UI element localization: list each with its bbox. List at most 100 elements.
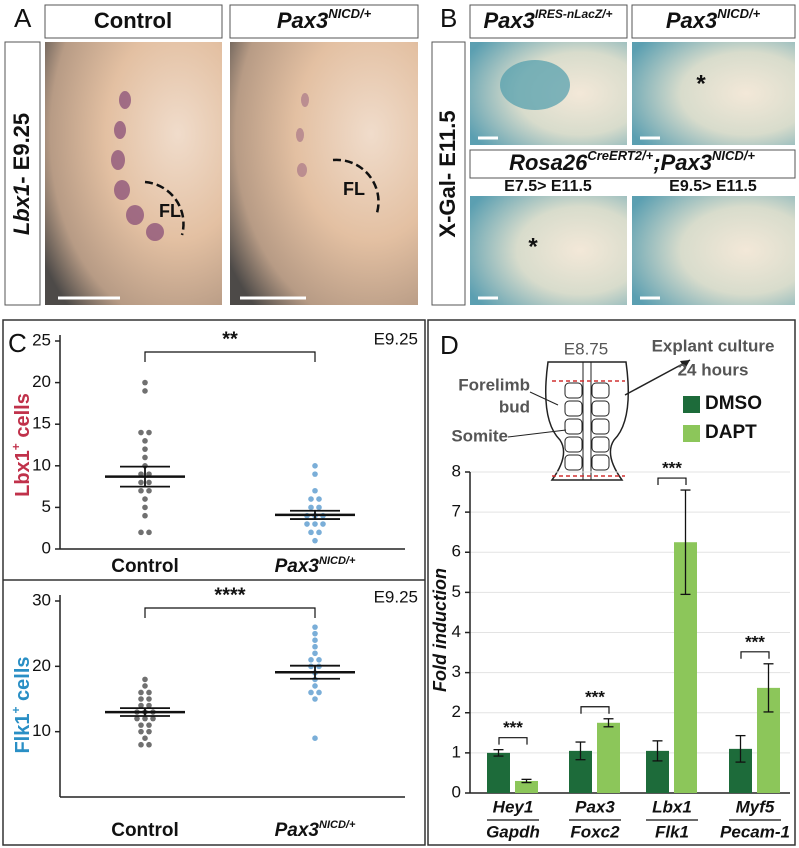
pointer bbox=[507, 429, 567, 438]
data-point bbox=[312, 537, 318, 544]
data-point bbox=[150, 715, 156, 722]
data-point bbox=[308, 529, 314, 536]
data-point bbox=[142, 388, 148, 394]
side-label: X-Gal- E11.5 bbox=[435, 110, 460, 237]
data-point bbox=[304, 521, 310, 527]
header: Control bbox=[94, 8, 172, 33]
stain bbox=[500, 60, 570, 110]
legend-label: DMSO bbox=[705, 393, 762, 414]
y-tick-label: 20 bbox=[32, 372, 51, 391]
x-tick-label-part: Pax3 bbox=[275, 556, 320, 577]
data-point bbox=[146, 728, 152, 735]
y-tick-label: 8 bbox=[452, 461, 461, 480]
x-tick-label-part: NICD/+ bbox=[319, 819, 356, 831]
significance: *** bbox=[662, 459, 682, 478]
significance: *** bbox=[585, 687, 605, 706]
limb-outline bbox=[144, 180, 185, 236]
subheader: E7.5> E11.5 bbox=[504, 178, 592, 195]
data-point bbox=[138, 722, 144, 728]
y-tick-label: 10 bbox=[32, 721, 51, 740]
data-point bbox=[312, 471, 318, 477]
side-label-part: - E9.25 bbox=[9, 113, 34, 184]
embryo-outline bbox=[544, 361, 630, 481]
error-bar bbox=[290, 509, 340, 520]
data-point bbox=[138, 741, 144, 748]
arrowhead bbox=[680, 360, 690, 369]
data-point bbox=[138, 696, 144, 702]
photo bbox=[632, 42, 795, 145]
header: Pax3IRES-nLacZ/+ bbox=[483, 7, 612, 33]
header-part: Rosa26 bbox=[509, 150, 588, 175]
data-point bbox=[138, 429, 144, 436]
error-bar bbox=[603, 718, 614, 728]
x-tick-label-part: NICD/+ bbox=[319, 555, 356, 567]
data-point bbox=[146, 689, 152, 696]
header-part: Pax3 bbox=[483, 8, 534, 33]
data-point bbox=[312, 487, 318, 494]
data-point bbox=[308, 504, 314, 511]
data-point bbox=[146, 702, 152, 709]
x-tick-label: Pax3NICD/+ bbox=[275, 819, 356, 841]
y-tick-label: 3 bbox=[452, 662, 461, 681]
annotation: E9.25 bbox=[374, 587, 418, 606]
error-bar bbox=[575, 741, 586, 761]
y-axis-label-part: Flk1 bbox=[12, 714, 34, 754]
data-point bbox=[312, 683, 318, 689]
y-axis-label-part: cells bbox=[12, 656, 34, 706]
legend-swatch bbox=[683, 396, 700, 413]
data-point bbox=[308, 657, 314, 663]
y-tick-label: 2 bbox=[452, 702, 461, 721]
data-point bbox=[142, 496, 148, 502]
legend-label: DAPT bbox=[705, 422, 757, 443]
x-tick-label-part: Control bbox=[111, 820, 179, 841]
x-tick-label: Control bbox=[111, 556, 179, 577]
y-tick-label: 6 bbox=[452, 542, 461, 561]
header-part: NICD/+ bbox=[712, 148, 755, 163]
header-box bbox=[469, 149, 796, 179]
y-tick-label: 5 bbox=[42, 497, 51, 516]
data-point bbox=[312, 521, 318, 527]
header-box bbox=[229, 4, 419, 39]
y-tick-label: 15 bbox=[32, 414, 51, 433]
data-point bbox=[138, 728, 144, 735]
data-point bbox=[146, 722, 152, 728]
header-part: Pax3 bbox=[277, 8, 328, 33]
data-point bbox=[316, 529, 322, 536]
bar bbox=[646, 750, 669, 793]
data-point bbox=[146, 529, 152, 536]
side-box bbox=[4, 41, 41, 306]
annotation: E9.25 bbox=[374, 329, 418, 348]
data-point bbox=[142, 454, 148, 461]
panel-label: C bbox=[8, 328, 27, 358]
data-point bbox=[142, 676, 148, 683]
bar bbox=[597, 722, 620, 793]
limb-outline bbox=[332, 158, 380, 214]
significance-bracket bbox=[580, 706, 610, 714]
data-point bbox=[312, 624, 318, 630]
data-point bbox=[308, 496, 314, 502]
data-point bbox=[312, 630, 318, 637]
data-point bbox=[316, 689, 322, 696]
data-point bbox=[316, 504, 322, 511]
y-tick-label: 30 bbox=[32, 590, 51, 609]
x-tick-label: Myf5 bbox=[736, 797, 775, 816]
x-tick-sublabel: Flk1 bbox=[655, 822, 689, 841]
data-point bbox=[142, 438, 148, 444]
pointer bbox=[529, 391, 559, 406]
inset-label: bud bbox=[499, 397, 530, 416]
data-point bbox=[142, 504, 148, 511]
data-point bbox=[146, 696, 152, 702]
y-axis-label: Lbx1+ cells bbox=[9, 393, 34, 497]
subheader: E9.5> E11.5 bbox=[669, 178, 757, 195]
error-bar bbox=[290, 664, 340, 680]
data-point bbox=[134, 715, 140, 722]
data-point bbox=[146, 429, 152, 436]
header-box bbox=[469, 4, 628, 39]
y-axis-label-part: + bbox=[9, 443, 23, 450]
data-point bbox=[142, 715, 148, 722]
header: Rosa26CreERT2/+;Pax3NICD/+ bbox=[509, 148, 755, 175]
panel-a: A Control Pax3NICD/+ Lbx1- E9.25 FL FL bbox=[4, 3, 419, 306]
y-axis-label: Fold induction bbox=[430, 568, 450, 692]
photo bbox=[632, 196, 795, 305]
